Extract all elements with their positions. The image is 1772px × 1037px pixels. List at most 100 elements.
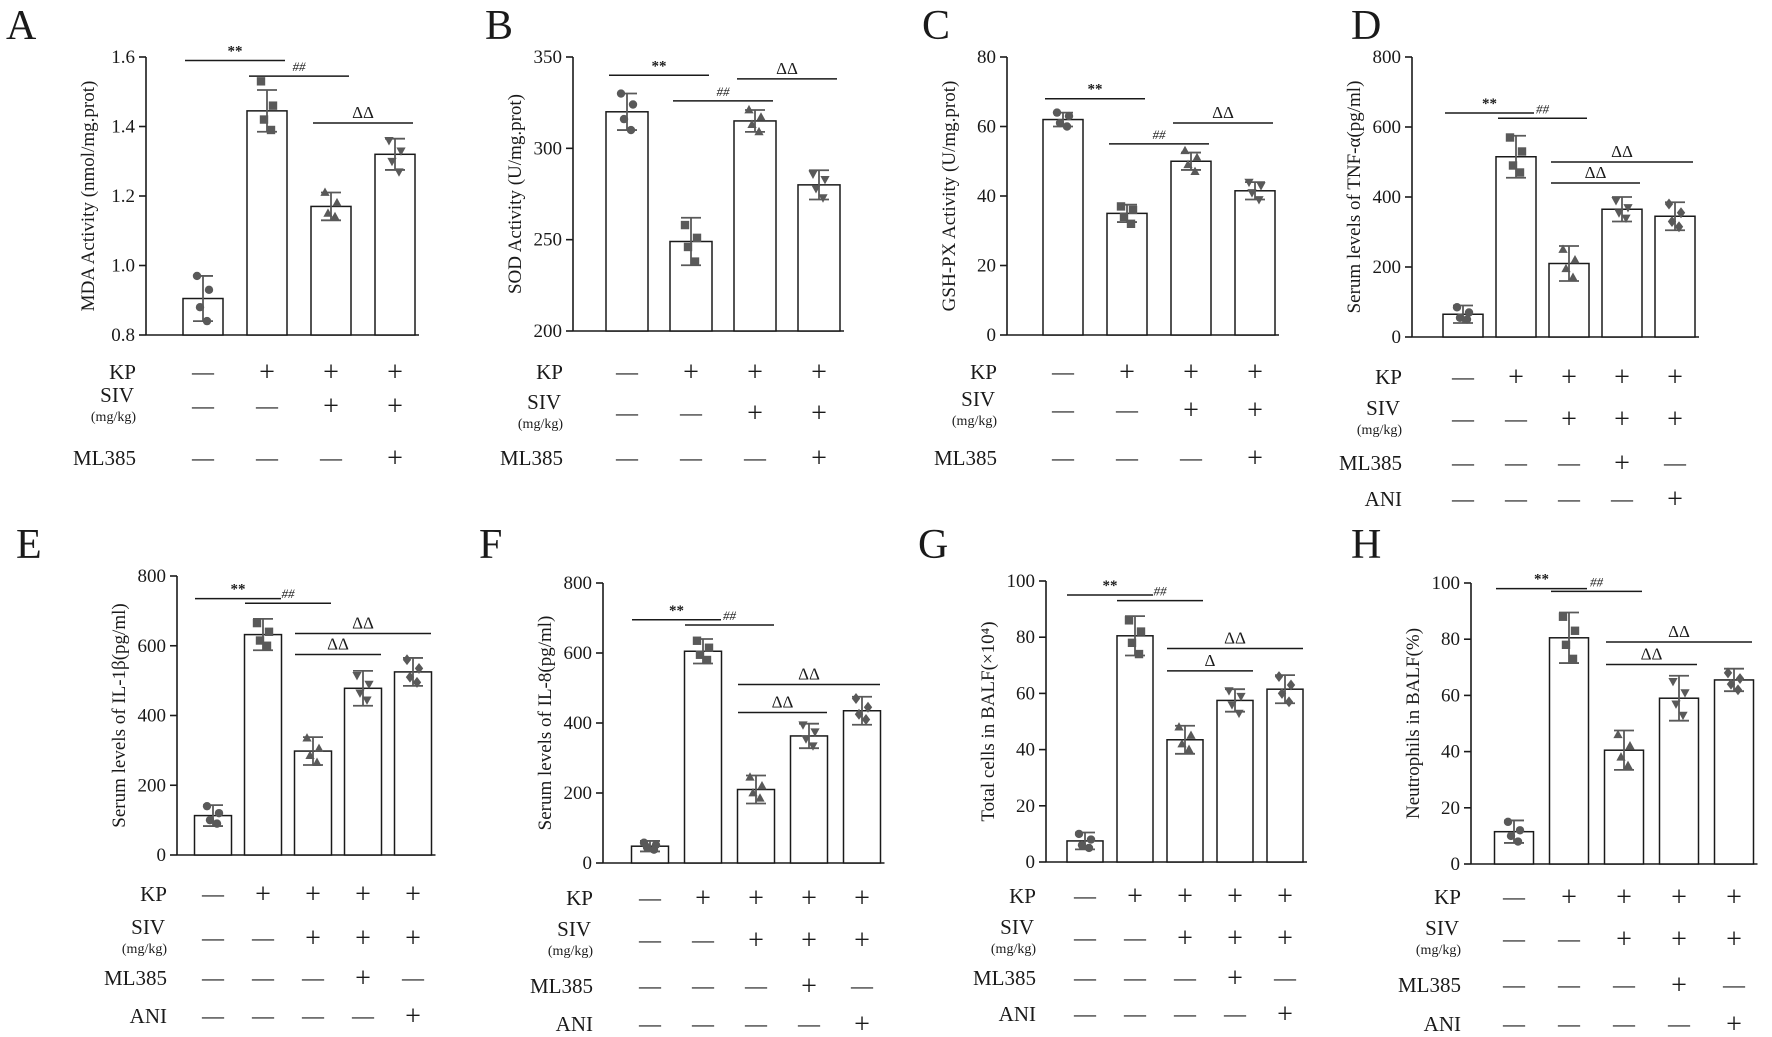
data-point: [1678, 711, 1688, 721]
factor-value: +: [801, 883, 817, 914]
panel-d: D 0 200 400 600 800 Serum levels of TNF-α(pg/m…: [1339, 3, 1699, 515]
data-point: [861, 714, 871, 725]
panel-letter: E: [16, 522, 42, 568]
data-point: [1177, 738, 1187, 748]
factor-value: +: [1127, 881, 1143, 912]
data-point: [1247, 189, 1257, 198]
data-point: [1086, 835, 1096, 844]
bar: [1658, 697, 1700, 865]
data-point: [1517, 147, 1527, 156]
sig-label: ##: [717, 84, 731, 99]
data-point: [704, 643, 714, 652]
data-point: [744, 104, 754, 114]
data-point: [1515, 168, 1525, 177]
data-point: [851, 693, 861, 704]
panel-letter: C: [922, 3, 950, 49]
y-tick-label: 60: [1016, 683, 1035, 704]
y-axis-label: Neutrophils in BALF(%): [1403, 628, 1424, 819]
factor-name: ANI: [1424, 1012, 1461, 1036]
factor-name: ML385: [934, 446, 997, 470]
data-point: [330, 211, 340, 221]
data-point: [1134, 649, 1144, 659]
data-point: [683, 242, 693, 252]
y-tick-label: 200: [138, 775, 167, 796]
sig-label: ΔΔ: [327, 634, 349, 653]
factor-value: —: [743, 445, 767, 470]
data-point: [1558, 612, 1568, 621]
data-point: [692, 636, 702, 645]
y-tick-label: 200: [1373, 257, 1402, 278]
data-point: [1462, 315, 1472, 324]
y-tick-label: 1.6: [111, 47, 135, 68]
y-tick-label: 0.8: [111, 325, 135, 346]
data-point: [1136, 627, 1146, 636]
data-point: [1613, 729, 1623, 739]
data-point: [1186, 730, 1196, 739]
bar: [789, 735, 829, 864]
factor-value: —: [1612, 972, 1636, 997]
factor-value: +: [1247, 443, 1263, 474]
factor-value: +: [748, 883, 764, 914]
factor-unit: (mg/kg): [122, 942, 167, 957]
y-tick-label: 800: [1373, 47, 1402, 68]
y-tick-label: 20: [1441, 798, 1460, 819]
factor-value: +: [405, 1001, 421, 1032]
factor-value: +: [1671, 882, 1687, 913]
factor-value: —: [201, 881, 225, 906]
factor-value: —: [191, 445, 215, 470]
factor-value: —: [1663, 450, 1687, 475]
data-point: [1667, 216, 1677, 227]
data-point: [1674, 221, 1684, 233]
data-point: [755, 793, 765, 802]
bar: [683, 650, 723, 864]
data-point: [266, 125, 276, 135]
factor-value: +: [1277, 999, 1293, 1030]
data-point: [863, 701, 873, 713]
factor-value: —: [1667, 1011, 1691, 1036]
data-point: [808, 170, 818, 179]
data-point: [414, 662, 424, 674]
data-point: [1286, 679, 1296, 691]
data-point: [204, 285, 214, 295]
factor-unit: (mg/kg): [548, 944, 593, 959]
data-point: [1274, 671, 1284, 682]
factor-value: —: [1173, 1001, 1197, 1026]
factor-value: —: [255, 445, 279, 470]
factor-value: +: [854, 883, 870, 914]
factor-value: —: [191, 359, 215, 384]
panel-a: A 0.8 1.0 1.2 1.4 1.6 MDA Activity (nmol/mg.pr…: [6, 3, 419, 474]
data-point: [1464, 308, 1474, 317]
factor-value: +: [1726, 1009, 1742, 1037]
data-point: [1611, 197, 1621, 206]
factor-value: —: [1557, 926, 1581, 951]
factor-value: +: [405, 879, 421, 910]
bar: [1654, 215, 1696, 338]
factor-value: +: [1247, 357, 1263, 388]
sig-label: **: [652, 58, 667, 74]
y-tick-label: 200: [534, 321, 563, 342]
factor-value: +: [1616, 924, 1632, 955]
data-point: [1561, 263, 1571, 273]
data-point: [818, 194, 828, 203]
factor-value: +: [811, 398, 827, 429]
factor-name: ML385: [500, 446, 563, 470]
data-point: [748, 787, 758, 797]
data-point: [628, 100, 638, 109]
factor-value: +: [1726, 924, 1742, 955]
data-point: [305, 750, 315, 759]
sig-label: **: [231, 582, 246, 598]
factor-value: +: [1247, 395, 1263, 426]
factor-value: —: [1123, 965, 1147, 990]
data-point: [214, 808, 224, 818]
data-point: [619, 114, 629, 124]
data-point: [1503, 817, 1513, 827]
sig-label: ΔΔ: [798, 665, 820, 684]
data-point: [402, 654, 412, 666]
data-point: [387, 157, 397, 167]
y-tick-label: 1.0: [111, 256, 135, 277]
factor-name: SIV: [100, 383, 134, 407]
data-point: [1284, 696, 1294, 708]
factor-unit: (mg/kg): [1357, 423, 1402, 438]
data-point: [745, 772, 755, 781]
factor-value: —: [638, 973, 662, 998]
